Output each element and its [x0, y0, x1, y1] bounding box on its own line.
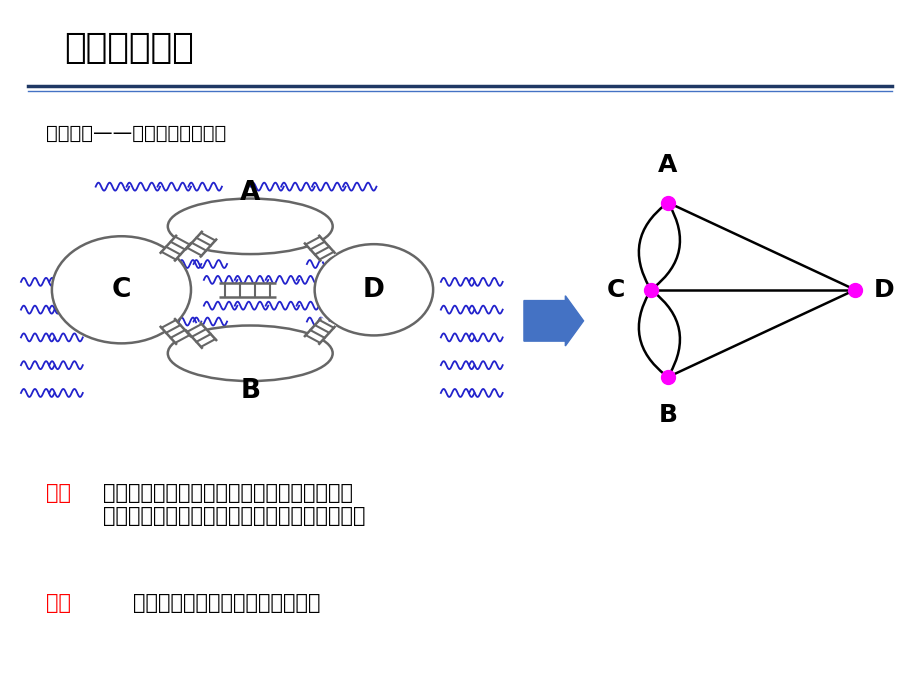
- Ellipse shape: [167, 326, 333, 381]
- Ellipse shape: [167, 199, 333, 254]
- Polygon shape: [186, 231, 217, 257]
- Polygon shape: [160, 318, 191, 345]
- Text: A: A: [240, 179, 260, 206]
- Text: B: B: [240, 378, 260, 404]
- Text: B: B: [658, 403, 676, 427]
- Text: A: A: [657, 152, 677, 177]
- Text: 图的基本概念: 图的基本概念: [64, 31, 194, 65]
- Text: C: C: [111, 277, 131, 303]
- Text: 图论起源——哥尼斯堡七桥问题: 图论起源——哥尼斯堡七桥问题: [46, 124, 226, 144]
- Text: ：一个散步者能否从任一块陆地出发，走过七
座桥，且每座桥只走过一次，最后回到出发点？: ：一个散步者能否从任一块陆地出发，走过七 座桥，且每座桥只走过一次，最后回到出发…: [103, 483, 365, 526]
- Text: ：每个结点关联的边数均为偶数。: ：每个结点关联的边数均为偶数。: [133, 593, 321, 613]
- Polygon shape: [160, 235, 191, 262]
- Text: C: C: [607, 278, 625, 302]
- Text: D: D: [363, 277, 384, 303]
- Circle shape: [51, 236, 191, 344]
- Polygon shape: [303, 235, 335, 262]
- Text: 结论: 结论: [46, 593, 71, 613]
- Polygon shape: [219, 283, 276, 297]
- Polygon shape: [303, 318, 335, 345]
- Text: D: D: [873, 278, 893, 302]
- FancyArrow shape: [523, 296, 583, 346]
- Text: 问题: 问题: [46, 483, 71, 503]
- Circle shape: [314, 244, 433, 335]
- Polygon shape: [186, 322, 217, 348]
